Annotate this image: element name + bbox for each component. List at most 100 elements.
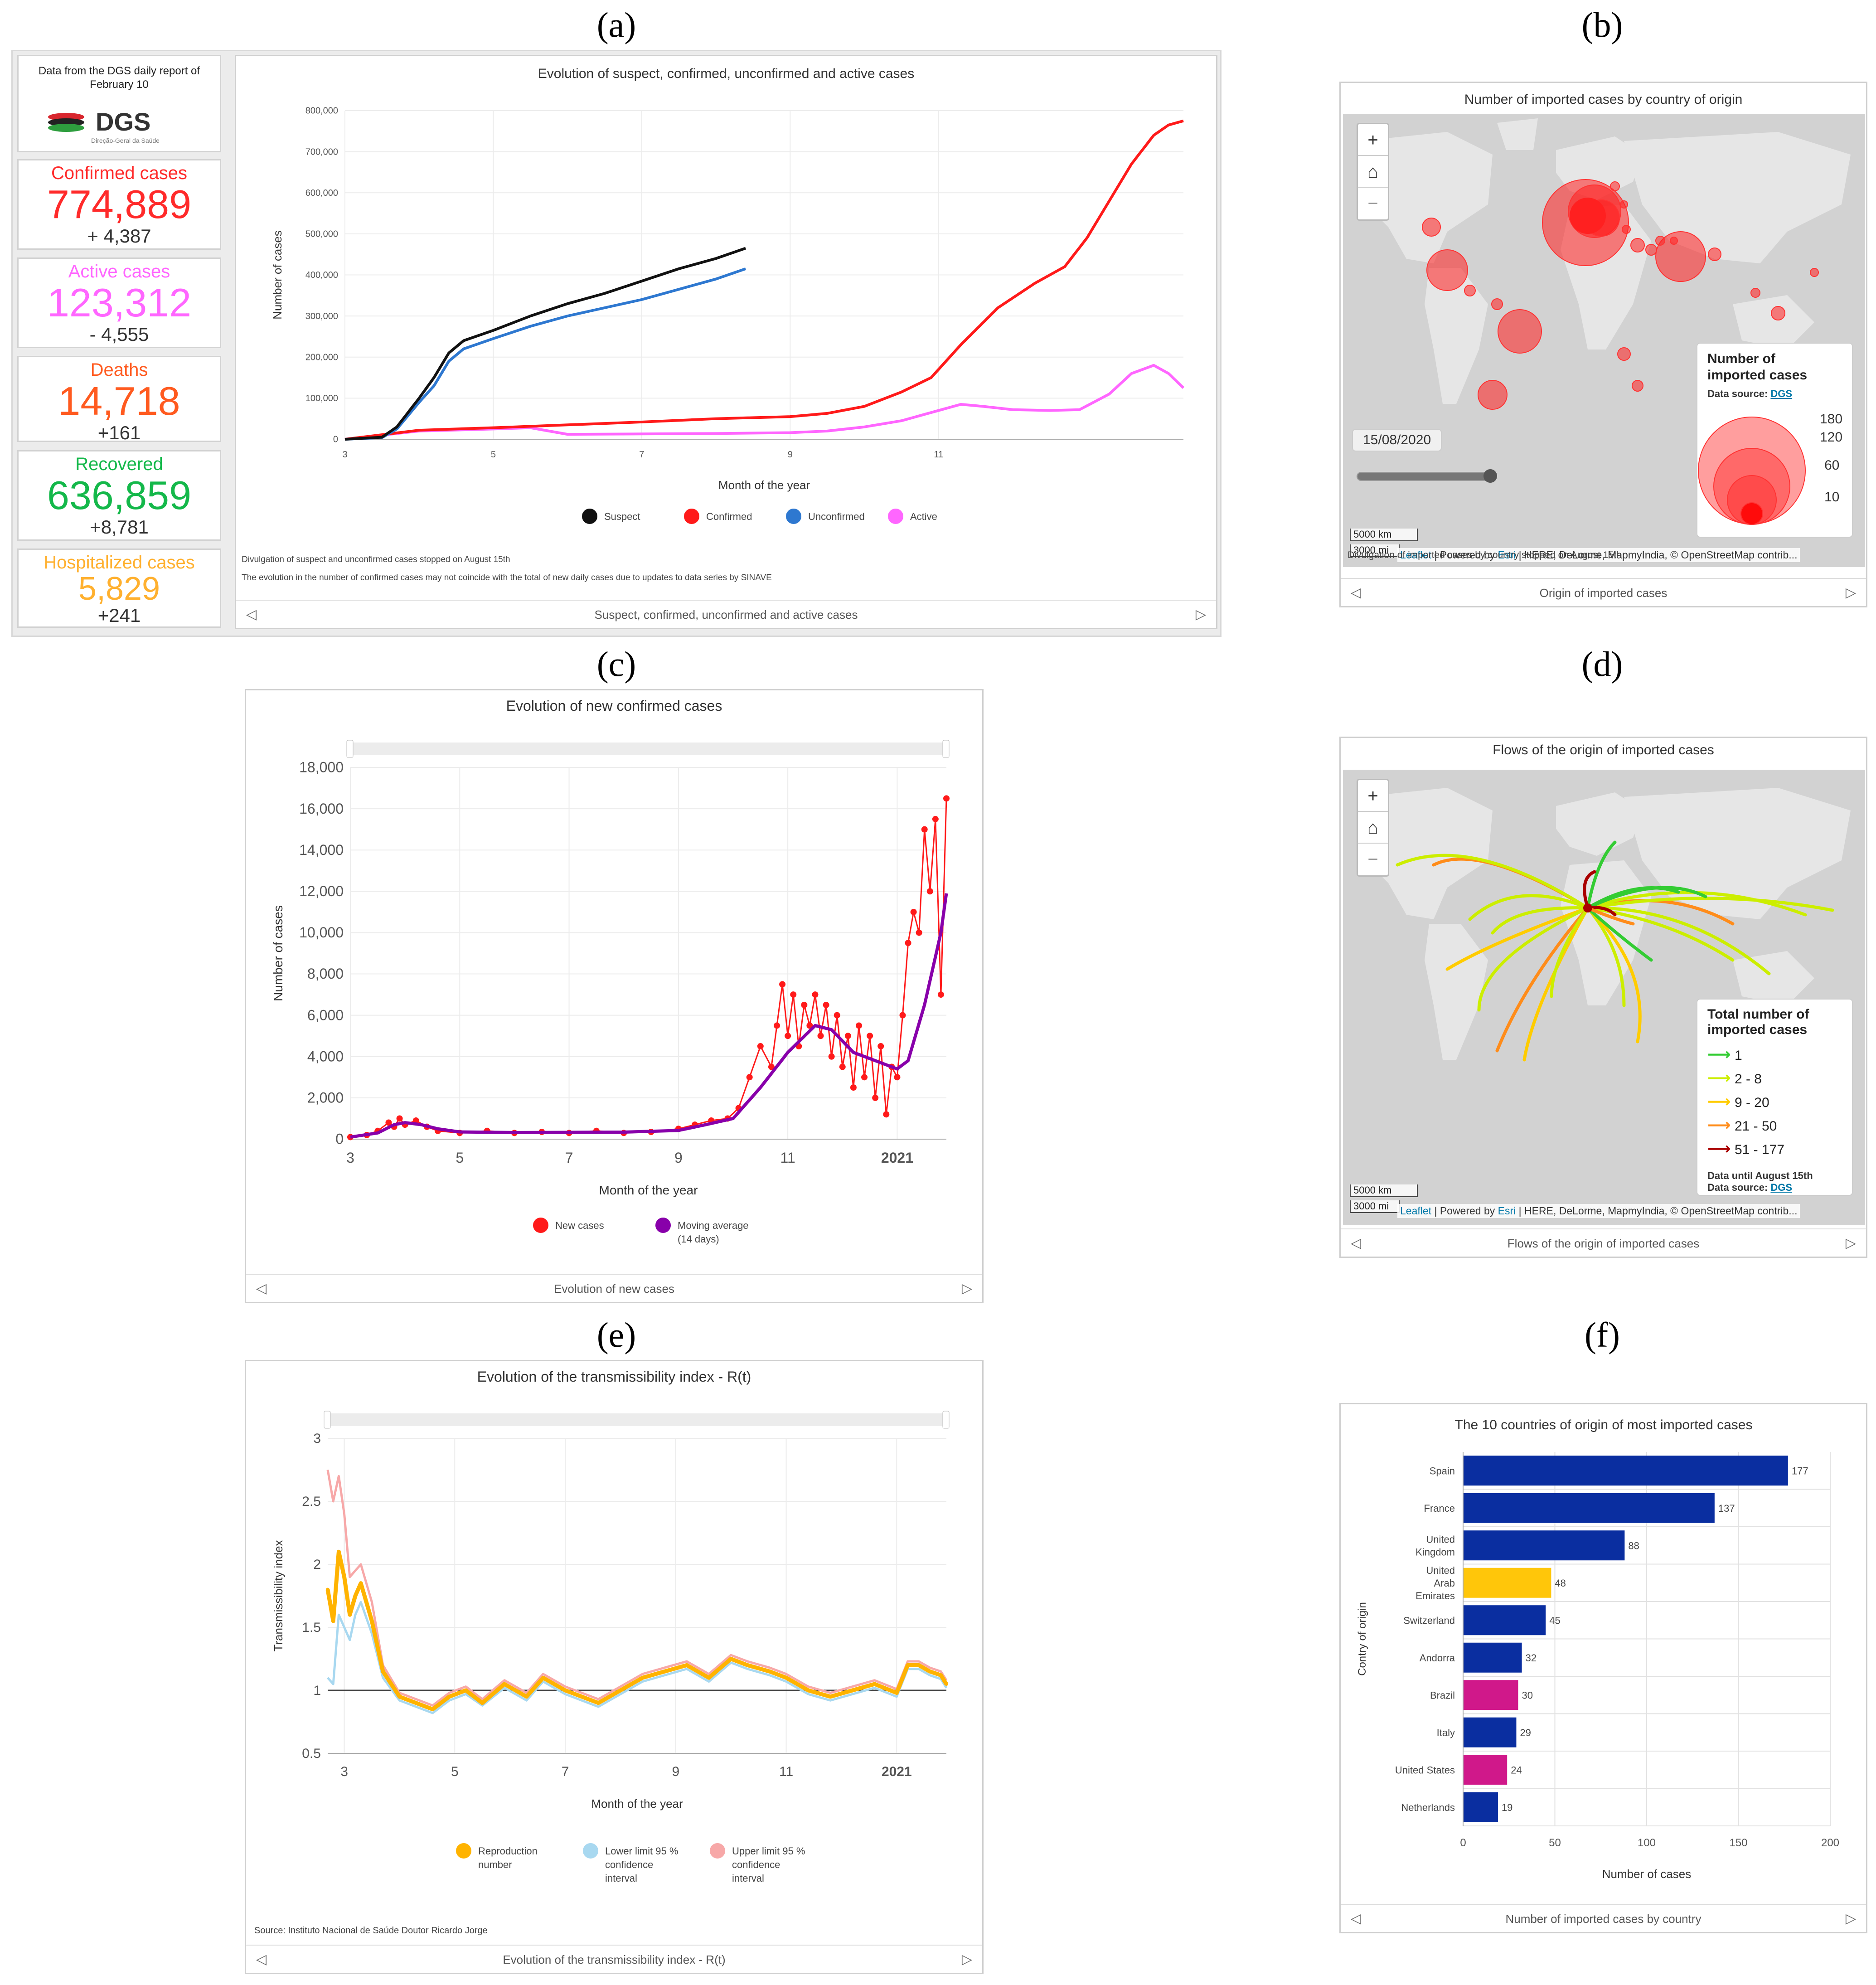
x-tick-label: 200 bbox=[1821, 1837, 1839, 1849]
dgs-source-link[interactable]: DGS bbox=[1770, 388, 1793, 399]
arrow-right-icon: ⟶ bbox=[1707, 1116, 1731, 1134]
chevron-left-icon[interactable]: ◁ bbox=[1351, 1236, 1362, 1251]
legend-note-d: Data until August 15th bbox=[1707, 1170, 1813, 1181]
home-icon[interactable]: ⌂ bbox=[1358, 156, 1388, 188]
dgs-report-card: Data from the DGS daily report of Februa… bbox=[17, 55, 221, 152]
data-point bbox=[828, 1053, 835, 1060]
y-tick-label: 1 bbox=[313, 1683, 321, 1698]
data-point bbox=[348, 1613, 352, 1617]
y-axis-label: Contry of origin bbox=[1356, 1602, 1368, 1676]
recovered-value: 636,859 bbox=[47, 473, 192, 518]
arrow-right-icon: ⟶ bbox=[1707, 1139, 1731, 1158]
x-tick-label: 11 bbox=[780, 1150, 795, 1166]
data-point bbox=[447, 1694, 451, 1699]
map-card-d: Flows of the origin of imported cases bbox=[1339, 737, 1867, 1258]
chart-footer-e: ◁ Evolution of the transmissibility inde… bbox=[246, 1945, 982, 1973]
x-tick-label: 0 bbox=[1460, 1837, 1466, 1849]
flows-map[interactable]: + ⌂ − Total number of imported cases ⟶ 1… bbox=[1343, 770, 1865, 1225]
range-selector-bar bbox=[328, 1413, 946, 1426]
recovered-delta: +8,781 bbox=[90, 516, 149, 538]
series-line-unconfirmed bbox=[344, 267, 747, 441]
time-slider[interactable] bbox=[1357, 469, 1497, 483]
data-point bbox=[872, 1094, 879, 1101]
legend-label: Reproduction bbox=[478, 1845, 538, 1857]
minus-icon[interactable]: − bbox=[1367, 849, 1378, 869]
panel-label-e: (e) bbox=[596, 1315, 636, 1354]
series-line-active bbox=[344, 364, 1185, 441]
chevron-left-icon[interactable]: ◁ bbox=[256, 1952, 267, 1967]
home-icon[interactable]: ⌂ bbox=[1358, 812, 1388, 844]
map-title-b: Number of imported cases by country of o… bbox=[1464, 92, 1743, 107]
legend-label: Suspect bbox=[604, 511, 640, 522]
x-tick-label: 11 bbox=[934, 450, 943, 460]
data-point bbox=[801, 1001, 808, 1008]
esri-link[interactable]: Esri bbox=[1498, 549, 1516, 561]
x-tick-label: 2021 bbox=[882, 1764, 912, 1779]
range-handle-right bbox=[942, 740, 950, 758]
data-point bbox=[895, 1691, 899, 1695]
legend-label: confidence bbox=[732, 1859, 780, 1870]
active-cases-card: Active cases 123,312 - 4,555 bbox=[17, 257, 221, 348]
bar-value-label: 88 bbox=[1628, 1540, 1639, 1551]
plus-icon[interactable]: + bbox=[1358, 780, 1388, 812]
data-point bbox=[729, 1657, 733, 1661]
x-tick-label: 2021 bbox=[881, 1150, 913, 1166]
chevron-right-icon[interactable]: ▷ bbox=[1845, 1911, 1856, 1926]
chevron-right-icon[interactable]: ▷ bbox=[1845, 585, 1856, 600]
data-point bbox=[431, 1707, 435, 1711]
chevron-right-icon[interactable]: ▷ bbox=[961, 1952, 972, 1967]
series-line-confirmed bbox=[344, 119, 1184, 441]
hospitalized-card: Hospitalized cases 5,829 +241 bbox=[17, 548, 221, 628]
data-point bbox=[663, 1670, 667, 1674]
y-tick-label: 500,000 bbox=[305, 229, 338, 239]
legend-label: Unconfirmed bbox=[808, 511, 865, 522]
map-title-d: Flows of the origin of imported cases bbox=[1493, 743, 1714, 757]
deaths-card: Deaths 14,718 +161 bbox=[17, 356, 221, 443]
y-axis-label: Number of cases bbox=[271, 905, 285, 1001]
active-cases-label: Active cases bbox=[68, 262, 170, 281]
data-point bbox=[806, 1689, 810, 1692]
y-tick-label: 100,000 bbox=[305, 393, 338, 403]
transmissibility-chart: Evolution of the transmissibility index … bbox=[271, 1369, 950, 1884]
chevron-left-icon[interactable]: ◁ bbox=[256, 1281, 267, 1296]
scale-km-b: 5000 km bbox=[1350, 529, 1418, 541]
y-axis-label: Transmissibility index bbox=[271, 1540, 285, 1651]
plus-icon[interactable]: + bbox=[1358, 124, 1388, 156]
leaflet-link-d[interactable]: Leaflet bbox=[1400, 1205, 1432, 1217]
flow-legend-label: 2 - 8 bbox=[1734, 1072, 1762, 1087]
data-point bbox=[906, 1663, 910, 1667]
flow-legend-item: ⟶ 9 - 20 bbox=[1707, 1092, 1769, 1111]
y-tick-label: Kingdom bbox=[1415, 1546, 1455, 1558]
esri-link-d[interactable]: Esri bbox=[1498, 1205, 1516, 1217]
minus-icon[interactable]: − bbox=[1367, 194, 1378, 214]
legend-value-120: 120 bbox=[1820, 430, 1843, 445]
chevron-left-icon[interactable]: ◁ bbox=[1351, 1911, 1362, 1926]
data-point bbox=[757, 1043, 764, 1049]
chevron-right-icon[interactable]: ▷ bbox=[961, 1281, 972, 1296]
chevron-left-icon[interactable]: ◁ bbox=[246, 607, 257, 622]
chevron-left-icon[interactable]: ◁ bbox=[1351, 585, 1362, 600]
chevron-right-icon[interactable]: ▷ bbox=[1845, 1236, 1856, 1251]
dgs-logo-text: DGS bbox=[96, 107, 151, 136]
x-axis-label: Month of the year bbox=[718, 478, 810, 492]
bar bbox=[1463, 1792, 1498, 1822]
data-point bbox=[945, 1682, 948, 1686]
data-point bbox=[926, 888, 933, 895]
bar-value-label: 48 bbox=[1555, 1577, 1566, 1589]
data-point bbox=[894, 1074, 901, 1081]
dgs-source-link-d[interactable]: DGS bbox=[1770, 1182, 1793, 1193]
data-point bbox=[774, 1022, 780, 1029]
time-slider-handle[interactable] bbox=[1483, 469, 1497, 483]
y-tick-label: Emirates bbox=[1415, 1590, 1455, 1602]
legend-value-10: 10 bbox=[1824, 490, 1840, 505]
data-point bbox=[618, 1689, 622, 1692]
y-tick-label: 6,000 bbox=[307, 1007, 344, 1023]
chevron-right-icon[interactable]: ▷ bbox=[1195, 607, 1206, 622]
y-tick-label: 2 bbox=[313, 1557, 321, 1572]
scale-mi-d: 3000 mi bbox=[1350, 1200, 1400, 1213]
bar bbox=[1463, 1717, 1517, 1747]
data-point bbox=[414, 1701, 418, 1705]
imported-cases-map[interactable]: + ⌂ − 15/08/2020 Number of imported case… bbox=[1343, 114, 1865, 567]
leaflet-link[interactable]: Leaflet bbox=[1400, 549, 1432, 561]
recovered-label: Recovered bbox=[75, 454, 163, 474]
